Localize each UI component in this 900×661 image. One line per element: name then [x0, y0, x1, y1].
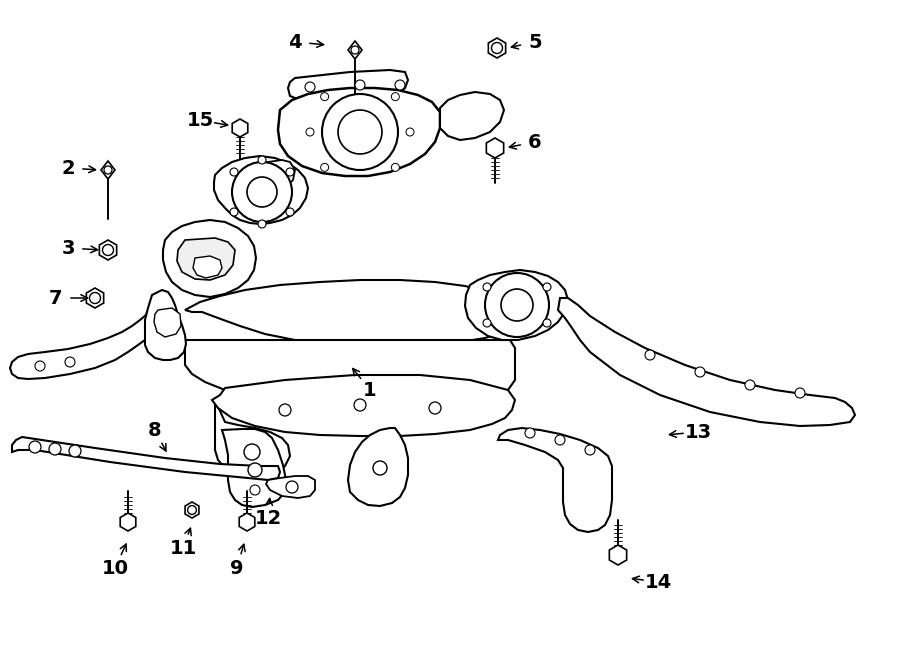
Circle shape	[392, 93, 400, 100]
Polygon shape	[348, 428, 408, 506]
Circle shape	[555, 435, 565, 445]
Polygon shape	[609, 545, 626, 565]
Circle shape	[585, 445, 595, 455]
Polygon shape	[232, 119, 248, 137]
Circle shape	[29, 441, 41, 453]
Polygon shape	[486, 138, 504, 158]
Polygon shape	[215, 400, 290, 474]
Polygon shape	[101, 161, 115, 179]
Circle shape	[491, 42, 502, 54]
Circle shape	[279, 404, 291, 416]
Text: 14: 14	[644, 572, 671, 592]
Circle shape	[69, 445, 81, 457]
Text: 6: 6	[528, 132, 542, 151]
Text: 5: 5	[528, 32, 542, 52]
Polygon shape	[212, 375, 515, 436]
Circle shape	[258, 156, 266, 164]
Polygon shape	[185, 340, 515, 407]
Polygon shape	[266, 476, 315, 498]
Text: 8: 8	[148, 420, 162, 440]
Polygon shape	[86, 288, 104, 308]
Text: 12: 12	[255, 508, 282, 527]
Circle shape	[745, 380, 755, 390]
Polygon shape	[239, 513, 255, 531]
Circle shape	[543, 283, 551, 291]
Circle shape	[306, 128, 314, 136]
Text: 10: 10	[102, 559, 129, 578]
Text: 2: 2	[61, 159, 75, 178]
Text: 1: 1	[364, 381, 377, 399]
Polygon shape	[242, 160, 295, 196]
Polygon shape	[214, 156, 308, 224]
Circle shape	[795, 388, 805, 398]
Polygon shape	[278, 88, 440, 176]
Circle shape	[485, 273, 549, 337]
Circle shape	[322, 94, 398, 170]
Circle shape	[244, 444, 260, 460]
Circle shape	[286, 208, 294, 216]
Text: 11: 11	[169, 539, 196, 557]
Polygon shape	[185, 280, 518, 346]
Circle shape	[248, 463, 262, 477]
Circle shape	[645, 350, 655, 360]
Polygon shape	[558, 298, 855, 426]
Text: 4: 4	[288, 32, 302, 52]
Polygon shape	[163, 220, 256, 297]
Circle shape	[103, 245, 113, 256]
Text: 7: 7	[50, 288, 63, 307]
Circle shape	[483, 283, 491, 291]
Polygon shape	[185, 502, 199, 518]
Polygon shape	[348, 41, 362, 59]
Circle shape	[230, 168, 238, 176]
Circle shape	[49, 443, 61, 455]
Text: 13: 13	[684, 422, 712, 442]
Circle shape	[35, 361, 45, 371]
Circle shape	[338, 110, 382, 154]
Circle shape	[187, 506, 196, 514]
Circle shape	[354, 399, 366, 411]
Polygon shape	[10, 310, 148, 379]
Circle shape	[89, 293, 101, 303]
Circle shape	[65, 357, 75, 367]
Polygon shape	[177, 238, 235, 280]
Polygon shape	[440, 92, 504, 140]
Circle shape	[258, 220, 266, 228]
Circle shape	[250, 485, 260, 495]
Circle shape	[373, 461, 387, 475]
Circle shape	[351, 46, 359, 54]
Text: 3: 3	[61, 239, 75, 258]
Circle shape	[320, 163, 328, 171]
Polygon shape	[99, 240, 117, 260]
Text: 9: 9	[230, 559, 244, 578]
Circle shape	[695, 367, 705, 377]
Circle shape	[247, 177, 277, 207]
Circle shape	[429, 402, 441, 414]
Polygon shape	[145, 290, 186, 360]
Circle shape	[320, 93, 328, 100]
Circle shape	[104, 166, 112, 174]
Circle shape	[232, 162, 292, 222]
Circle shape	[525, 428, 535, 438]
Polygon shape	[12, 437, 280, 480]
Polygon shape	[465, 270, 568, 340]
Circle shape	[392, 163, 400, 171]
Circle shape	[543, 319, 551, 327]
Circle shape	[395, 80, 405, 90]
Circle shape	[305, 82, 315, 92]
Polygon shape	[489, 38, 506, 58]
Polygon shape	[193, 256, 222, 278]
Circle shape	[230, 208, 238, 216]
Text: 15: 15	[186, 110, 213, 130]
Polygon shape	[121, 513, 136, 531]
Polygon shape	[154, 308, 181, 337]
Circle shape	[286, 481, 298, 493]
Circle shape	[355, 80, 365, 90]
Polygon shape	[288, 70, 408, 102]
Polygon shape	[498, 428, 612, 532]
Polygon shape	[222, 429, 286, 507]
Circle shape	[501, 289, 533, 321]
Circle shape	[286, 168, 294, 176]
Circle shape	[483, 319, 491, 327]
Circle shape	[406, 128, 414, 136]
